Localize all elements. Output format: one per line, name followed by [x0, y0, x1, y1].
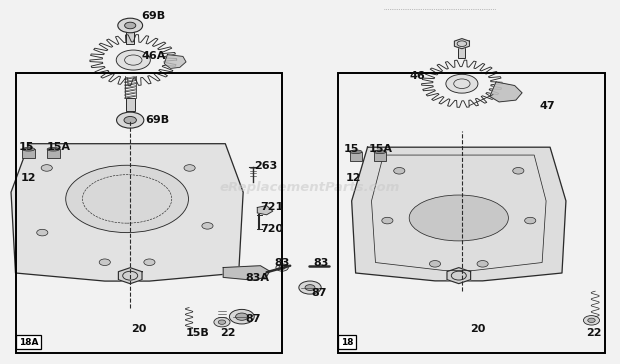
Circle shape — [299, 281, 321, 294]
Bar — [338, 73, 604, 353]
Text: 720: 720 — [260, 224, 283, 234]
Circle shape — [477, 261, 488, 267]
Bar — [374, 152, 386, 161]
Text: 83A: 83A — [245, 273, 269, 284]
Circle shape — [446, 74, 478, 93]
Circle shape — [583, 316, 600, 325]
Ellipse shape — [374, 150, 386, 154]
Bar — [16, 73, 282, 353]
Ellipse shape — [350, 150, 362, 154]
Circle shape — [513, 167, 524, 174]
Circle shape — [430, 261, 441, 267]
Bar — [22, 149, 35, 158]
Circle shape — [588, 318, 595, 323]
Polygon shape — [447, 268, 471, 284]
Text: 87: 87 — [245, 313, 260, 324]
Polygon shape — [257, 206, 273, 215]
Circle shape — [184, 165, 195, 171]
Text: 83: 83 — [314, 258, 329, 268]
Ellipse shape — [66, 165, 188, 233]
Polygon shape — [223, 266, 270, 280]
Circle shape — [276, 264, 288, 271]
Circle shape — [382, 217, 393, 224]
Circle shape — [214, 317, 230, 327]
Text: 18A: 18A — [19, 337, 38, 347]
Text: 87: 87 — [311, 288, 327, 298]
Text: 18: 18 — [341, 337, 353, 347]
Text: 22: 22 — [220, 328, 236, 338]
Ellipse shape — [409, 195, 508, 241]
Text: 12: 12 — [346, 173, 361, 183]
Text: 46: 46 — [409, 71, 425, 82]
Circle shape — [144, 259, 155, 265]
Circle shape — [125, 22, 136, 29]
Polygon shape — [490, 82, 522, 102]
Text: 15: 15 — [19, 142, 34, 153]
Bar — [350, 152, 362, 161]
Text: 69B: 69B — [141, 11, 166, 21]
Text: 47: 47 — [539, 100, 555, 111]
Polygon shape — [118, 268, 142, 284]
Text: 20: 20 — [470, 324, 485, 335]
Polygon shape — [164, 55, 186, 68]
Text: 15A: 15A — [46, 142, 71, 153]
Text: eReplacementParts.com: eReplacementParts.com — [220, 181, 400, 194]
Circle shape — [229, 309, 254, 324]
Ellipse shape — [47, 147, 60, 151]
Text: 15B: 15B — [186, 328, 210, 338]
Circle shape — [236, 313, 248, 320]
Text: 22: 22 — [586, 328, 601, 338]
Text: 15: 15 — [344, 144, 360, 154]
Circle shape — [279, 266, 285, 269]
Circle shape — [394, 167, 405, 174]
Text: 69B: 69B — [146, 115, 170, 125]
Circle shape — [124, 116, 136, 124]
Bar — [126, 29, 134, 44]
Text: 83: 83 — [274, 258, 290, 268]
Text: 263: 263 — [254, 161, 278, 171]
Circle shape — [118, 18, 143, 33]
Polygon shape — [11, 144, 243, 281]
Circle shape — [218, 320, 226, 324]
Circle shape — [525, 217, 536, 224]
Text: 721: 721 — [260, 202, 283, 213]
Text: 12: 12 — [20, 173, 36, 183]
Circle shape — [117, 50, 151, 70]
Circle shape — [202, 222, 213, 229]
Circle shape — [117, 112, 144, 128]
Bar — [126, 98, 135, 111]
Circle shape — [41, 165, 52, 171]
Polygon shape — [352, 147, 566, 281]
Text: 46A: 46A — [141, 51, 166, 62]
Text: 20: 20 — [131, 324, 147, 335]
Bar — [47, 149, 60, 158]
Circle shape — [37, 229, 48, 236]
Text: 15A: 15A — [369, 144, 393, 154]
Ellipse shape — [22, 147, 35, 151]
Circle shape — [99, 259, 110, 265]
Circle shape — [305, 285, 315, 290]
Bar — [459, 47, 465, 58]
Polygon shape — [454, 39, 469, 49]
